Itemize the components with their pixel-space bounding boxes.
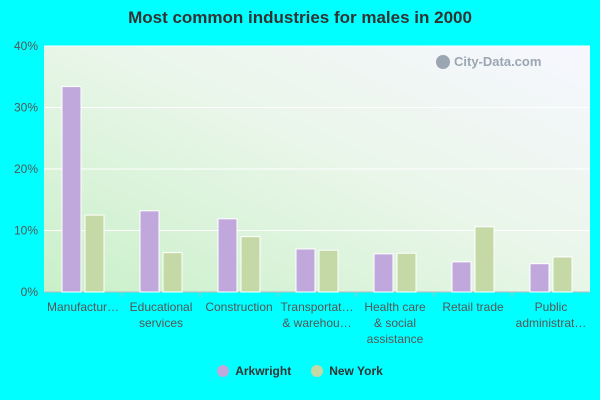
bar-arkwright[interactable] bbox=[529, 263, 550, 293]
y-tick-label: 20% bbox=[14, 162, 38, 176]
legend-swatch-arkwright bbox=[217, 365, 230, 377]
watermark: City-Data.com bbox=[436, 54, 541, 69]
bar-arkwright[interactable] bbox=[61, 86, 82, 293]
bar-arkwright[interactable] bbox=[451, 261, 472, 293]
city-data-logo-icon bbox=[436, 54, 450, 69]
bar-new-york[interactable] bbox=[240, 236, 261, 293]
bar-new-york[interactable] bbox=[474, 226, 495, 293]
legend-label-arkwright: Arkwright bbox=[235, 364, 292, 378]
bar-new-york[interactable] bbox=[84, 214, 105, 293]
y-tick-label: 40% bbox=[14, 39, 38, 53]
legend-item-new-york: New York bbox=[311, 364, 383, 378]
bar-new-york[interactable] bbox=[318, 249, 339, 293]
legend: Arkwright New York bbox=[0, 364, 600, 378]
bar-new-york[interactable] bbox=[396, 252, 417, 293]
x-category-label: Public administrat… bbox=[516, 300, 587, 330]
y-tick-label: 0% bbox=[21, 285, 39, 299]
y-tick-label: 10% bbox=[14, 224, 38, 238]
bar-arkwright[interactable] bbox=[139, 210, 160, 293]
legend-item-arkwright: Arkwright bbox=[217, 364, 291, 378]
x-category-label: Retail trade bbox=[442, 300, 504, 314]
bar-new-york[interactable] bbox=[162, 252, 183, 293]
legend-label-new-york: New York bbox=[329, 364, 383, 378]
bar-arkwright[interactable] bbox=[217, 218, 238, 293]
x-category-label: Educational services bbox=[130, 300, 193, 330]
watermark-text: City-Data.com bbox=[454, 54, 542, 69]
legend-swatch-new-york bbox=[311, 365, 324, 377]
bar-arkwright[interactable] bbox=[295, 248, 316, 293]
x-category-label: Health care & social assistance bbox=[364, 300, 426, 346]
x-category-label: Manufactur… bbox=[47, 300, 119, 314]
bar-new-york[interactable] bbox=[552, 256, 573, 293]
chart-title: Most common industries for males in 2000 bbox=[128, 8, 472, 27]
x-category-label: Construction bbox=[205, 300, 272, 314]
bar-arkwright[interactable] bbox=[373, 253, 394, 293]
x-category-label: Transportat… & warehou… bbox=[281, 300, 354, 330]
y-tick-label: 30% bbox=[14, 101, 38, 115]
